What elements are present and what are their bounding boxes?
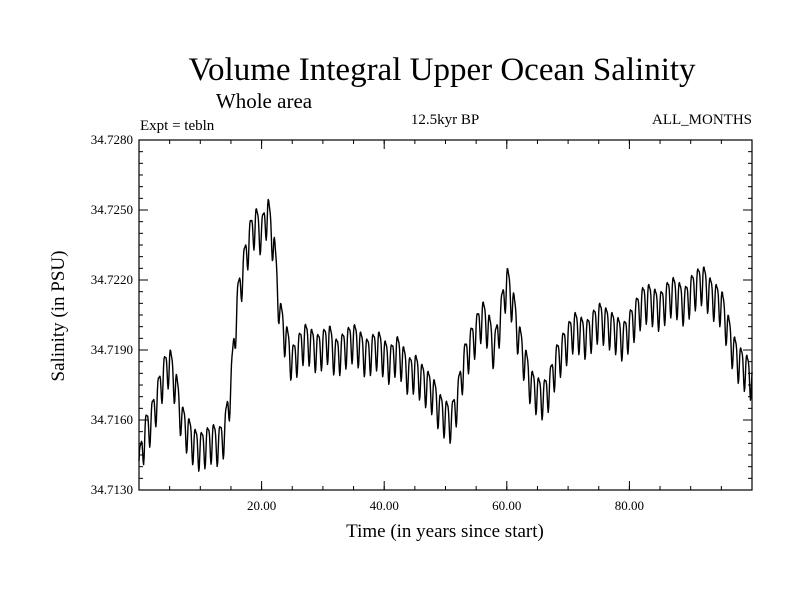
y-tick-label: 34.7130 (91, 482, 133, 497)
x-axis-label: Time (in years since start) (346, 521, 544, 542)
y-axis-label: Salinity (in PSU) (48, 251, 69, 382)
series-line-salinity (138, 198, 753, 472)
chart-subtitle: Whole area (216, 89, 313, 113)
y-tick-label: 34.7250 (91, 202, 133, 217)
period-label: 12.5kyr BP (411, 112, 479, 128)
y-tick-label: 34.7160 (91, 412, 133, 427)
x-tick-label: 60.00 (492, 498, 521, 513)
y-tick-label: 34.7190 (91, 342, 133, 357)
plot-area: 20.00 40.00 60.00 80.00 34.7130 34.7160 34.719… (91, 132, 753, 513)
y-tick-label: 34.7280 (91, 132, 133, 147)
x-tick-label: 40.00 (370, 498, 399, 513)
chart-title: Volume Integral Upper Ocean Salinity (188, 52, 696, 88)
x-tick-label: 80.00 (615, 498, 644, 513)
months-label: ALL_MONTHS (652, 112, 752, 128)
x-tick-label: 20.00 (247, 498, 276, 513)
y-tick-label: 34.7220 (91, 272, 133, 287)
experiment-label: Expt = tebln (140, 118, 215, 134)
